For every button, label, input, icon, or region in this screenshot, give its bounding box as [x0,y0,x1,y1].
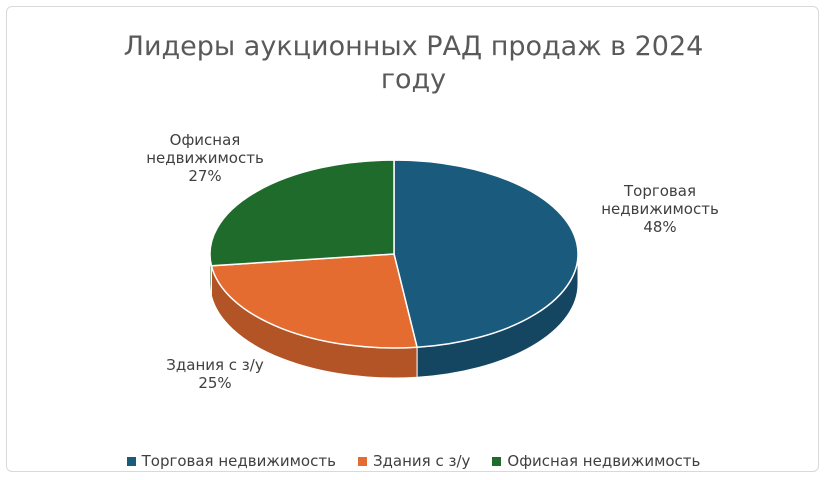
legend-item-ofisnaya[interactable]: Офисная недвижимость [492,452,700,470]
legend-label: Торговая недвижимость [141,452,336,470]
legend-label: Офисная недвижимость [507,452,701,470]
data-label-torgovaya: Торговая недвижимость 48% [601,182,719,236]
slice-zdaniya[interactable] [210,253,419,349]
data-label-zdaniya: Здания с з/у 25% [166,356,264,392]
slice-torgovaya[interactable] [393,159,579,349]
slice-ofisnaya[interactable] [209,159,395,267]
legend-swatch [492,456,502,466]
chart-title: Лидеры аукционных РАД продаж в 2024 году [123,31,704,95]
legend-item-torgovaya[interactable]: Торговая недвижимость [126,452,336,470]
legend: Торговая недвижимость Здания с з/у Офисн… [0,452,827,470]
legend-swatch [126,456,136,466]
data-label-ofisnaya: Офисная недвижимость 27% [146,131,264,185]
legend-label: Здания с з/у [372,452,471,470]
legend-swatch [357,456,367,466]
legend-item-zdaniya[interactable]: Здания с з/у [357,452,471,470]
